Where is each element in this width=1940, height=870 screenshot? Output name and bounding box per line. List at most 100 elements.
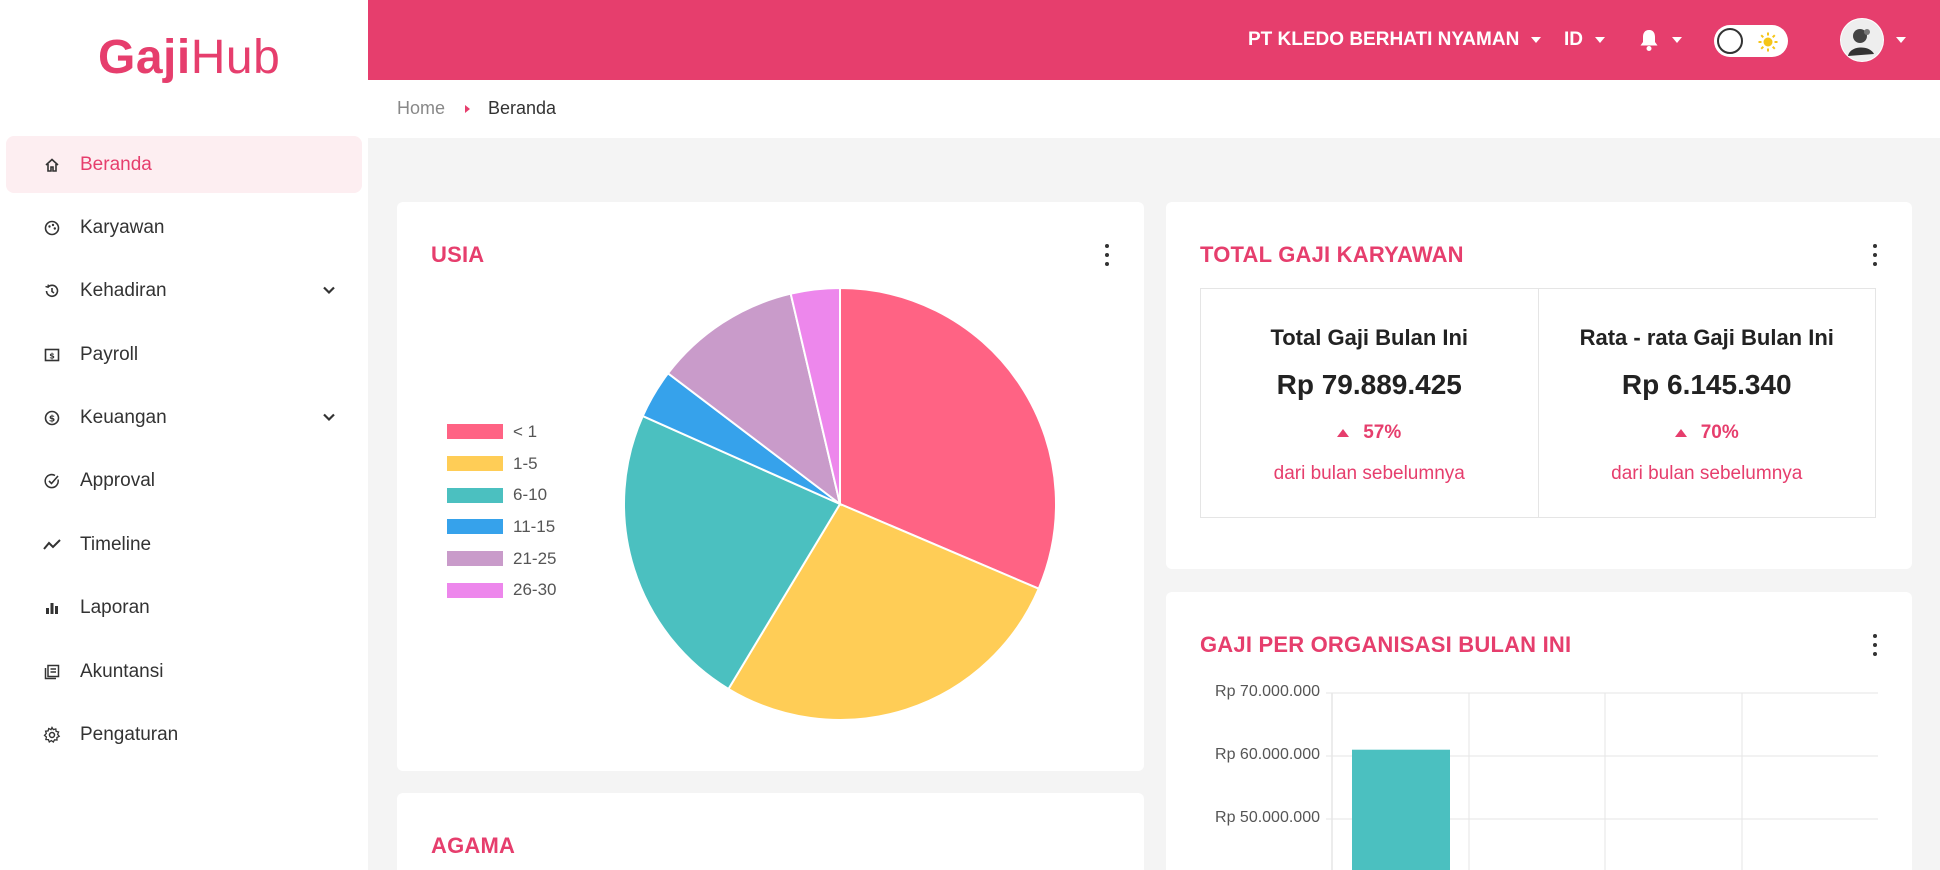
caret-down-icon (1672, 37, 1682, 43)
y-tick-label: Rp 70.000.000 (1215, 683, 1320, 700)
card-title: TOTAL GAJI KARYAWAN (1200, 242, 1464, 267)
breadcrumb: Home Beranda (397, 98, 556, 119)
sidebar-item-label: Timeline (80, 533, 152, 555)
language-selector[interactable]: ID (1564, 29, 1605, 51)
legend-item[interactable]: 21-25 (447, 543, 556, 575)
bar[interactable] (1352, 749, 1450, 870)
sidebar-item-label: Approval (80, 470, 155, 492)
salary-value: Rp 79.889.425 (1276, 369, 1462, 400)
payroll-icon: $ (42, 345, 62, 365)
pie-slice[interactable] (789, 286, 841, 505)
chevron-down-icon[interactable] (322, 283, 336, 297)
sidebar-item-label: Karyawan (80, 216, 165, 238)
sidebar-item-label: Akuntansi (80, 660, 164, 682)
user-menu[interactable] (1840, 18, 1906, 62)
company-name: PT KLEDO BERHATI NYAMAN (1248, 29, 1520, 50)
usia-card: USIA < 1 1-5 6-10 11-15 21-25 26-30 (397, 202, 1144, 771)
palette-icon (42, 218, 62, 238)
company-selector[interactable]: PT KLEDO BERHATI NYAMAN (1248, 29, 1542, 51)
sidebar-item-label: Pengaturan (80, 724, 179, 746)
salary-change: 57% (1201, 422, 1538, 444)
ledger-icon (42, 662, 62, 682)
chart-legend: < 1 1-5 6-10 11-15 21-25 26-30 (447, 416, 556, 606)
legend-label: 1-5 (513, 453, 538, 473)
sidebar: GajiHub Beranda Karyawan Kehadiran $ (0, 0, 368, 870)
legend-swatch (447, 487, 503, 503)
gaji-organisasi-bar-chart (1326, 692, 1878, 870)
theme-toggle[interactable] (1714, 25, 1788, 57)
gaji-organisasi-card: GAJI PER ORGANISASI BULAN INI Rp 70.000.… (1166, 592, 1912, 870)
breadcrumb-bar: Home Beranda (368, 80, 1940, 138)
sidebar-item-kehadiran[interactable]: Kehadiran (6, 263, 362, 320)
sidebar-item-approval[interactable]: Approval (6, 453, 362, 510)
salary-change: 70% (1539, 422, 1876, 444)
sidebar-item-label: Laporan (80, 597, 150, 619)
y-tick-label: Rp 60.000.000 (1215, 746, 1320, 763)
sidebar-item-payroll[interactable]: $ Payroll (6, 326, 362, 383)
sidebar-item-pengaturan[interactable]: Pengaturan (6, 707, 362, 764)
caret-down-icon (1896, 37, 1906, 43)
language-code: ID (1564, 29, 1583, 50)
dollar-circle-icon: $ (42, 408, 62, 428)
more-vertical-icon[interactable] (1104, 244, 1110, 266)
history-icon (42, 281, 62, 301)
salary-label: Total Gaji Bulan Ini (1270, 325, 1469, 350)
sidebar-item-beranda[interactable]: Beranda (6, 136, 362, 193)
chevron-down-icon[interactable] (322, 410, 336, 424)
caret-down-icon (1595, 37, 1605, 43)
svg-text:$: $ (49, 415, 55, 425)
salary-note: dari bulan sebelumnya (1273, 463, 1465, 484)
legend-swatch (447, 582, 503, 598)
sidebar-item-laporan[interactable]: Laporan (6, 580, 362, 637)
legend-swatch (447, 519, 503, 535)
pie-slice[interactable] (727, 502, 1041, 721)
legend-swatch (447, 456, 503, 472)
sidebar-nav: Beranda Karyawan Kehadiran $ Payroll $ (0, 136, 368, 770)
total-gaji-card: TOTAL GAJI KARYAWAN Total Gaji Bulan Ini… (1166, 202, 1912, 569)
sidebar-item-karyawan[interactable]: Karyawan (6, 199, 362, 256)
pie-slice[interactable] (839, 286, 1057, 591)
salary-value: Rp 6.145.340 (1621, 369, 1792, 400)
notification-button[interactable] (1638, 28, 1682, 52)
y-tick-label: Rp 50.000.000 (1215, 809, 1320, 826)
legend-label: 26-30 (513, 580, 557, 600)
legend-item[interactable]: < 1 (447, 416, 556, 448)
breadcrumb-home[interactable]: Home (397, 98, 446, 118)
legend-swatch (447, 551, 503, 567)
legend-label: < 1 (513, 421, 538, 441)
caret-down-icon (1531, 37, 1542, 43)
check-circle-icon (42, 471, 62, 491)
breadcrumb-current: Beranda (488, 98, 557, 118)
legend-swatch (447, 424, 503, 440)
salary-label: Rata - rata Gaji Bulan Ini (1579, 325, 1834, 350)
agama-card: AGAMA (397, 793, 1144, 870)
top-header: PT KLEDO BERHATI NYAMAN ID (368, 0, 1940, 80)
pie-slice[interactable] (666, 292, 842, 507)
home-icon (42, 155, 62, 175)
sidebar-item-timeline[interactable]: Timeline (6, 516, 362, 573)
legend-item[interactable]: 26-30 (447, 574, 556, 606)
bar-chart-icon (42, 598, 62, 618)
legend-item[interactable]: 1-5 (447, 448, 556, 480)
trend-line-icon (42, 535, 62, 555)
arrow-up-icon (1674, 429, 1687, 437)
sidebar-item-akuntansi[interactable]: Akuntansi (6, 643, 362, 700)
gear-icon (42, 725, 62, 745)
more-vertical-icon[interactable] (1872, 634, 1878, 656)
more-vertical-icon[interactable] (1872, 244, 1878, 266)
sidebar-item-label: Beranda (80, 153, 152, 175)
avatar (1840, 18, 1884, 62)
average-salary-box: Rata - rata Gaji Bulan Ini Rp 6.145.340 … (1537, 289, 1876, 517)
gajihub-logo[interactable]: GajiHub (98, 31, 281, 84)
breadcrumb-separator-icon (465, 104, 471, 113)
legend-item[interactable]: 6-10 (447, 479, 556, 511)
pie-slice[interactable] (623, 414, 842, 691)
sun-icon (1758, 32, 1778, 52)
legend-item[interactable]: 11-15 (447, 511, 556, 543)
sidebar-item-keuangan[interactable]: $ Keuangan (6, 390, 362, 447)
card-title: AGAMA (431, 833, 516, 858)
card-title: USIA (431, 242, 485, 267)
card-title: GAJI PER ORGANISASI BULAN INI (1200, 632, 1572, 657)
sidebar-item-label: Payroll (80, 343, 139, 365)
svg-text:$: $ (49, 351, 55, 360)
